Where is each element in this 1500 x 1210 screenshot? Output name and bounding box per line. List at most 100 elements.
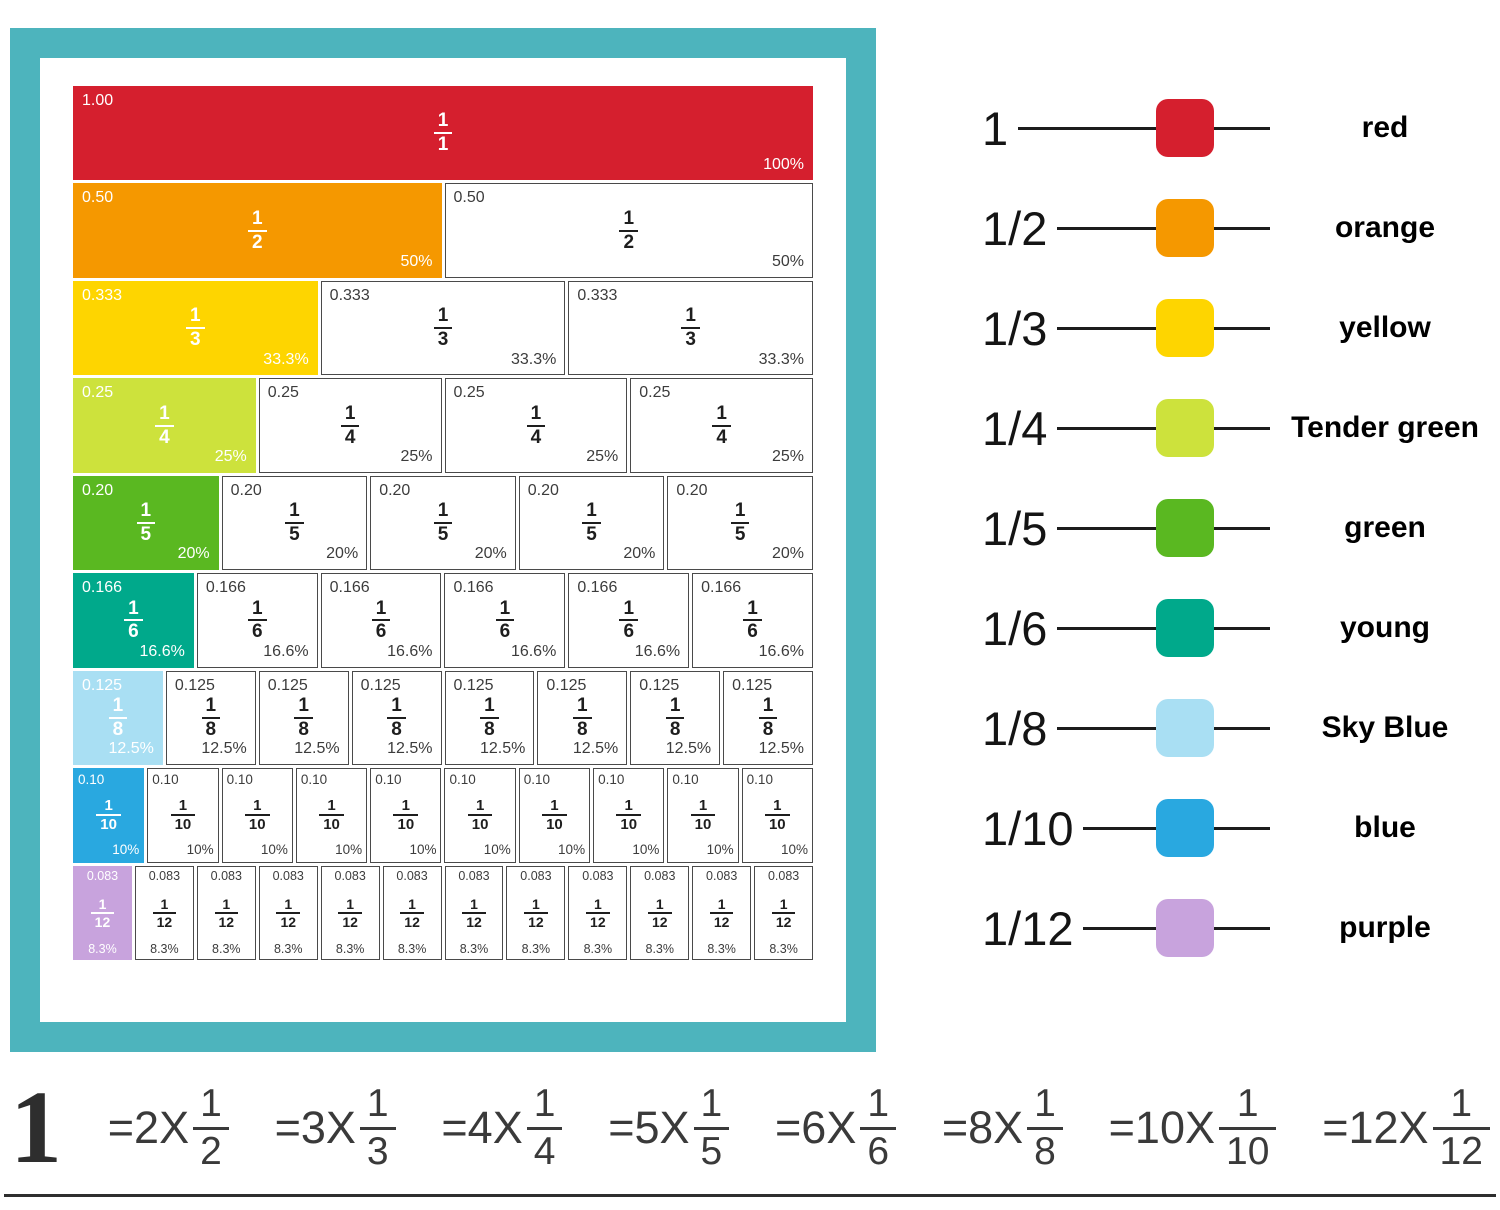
legend-connector-line xyxy=(1214,826,1270,830)
fraction-cell-1-8: 0.125 1 8 12.5% xyxy=(165,670,256,766)
fraction-cell-1-10: 0.10 1 10 10% xyxy=(370,768,442,863)
cell-fraction: 1 12 xyxy=(524,896,548,930)
cell-percent: 33.3% xyxy=(758,350,805,368)
cell-percent: 8.3% xyxy=(150,941,179,956)
fraction-cell-1-8: 0.125 1 8 12.5% xyxy=(630,670,721,766)
fraction-cell-1-6: 0.166 1 6 16.6% xyxy=(568,573,690,668)
fraction-denominator: 12 xyxy=(400,911,424,930)
cell-fraction: 1 10 xyxy=(542,797,567,834)
fraction-numerator: 1 xyxy=(160,895,169,912)
term-fraction: 1 12 xyxy=(1432,1082,1490,1175)
fraction-cell-1-5: 0.20 1 5 20% xyxy=(221,475,368,571)
cell-decimal: 0.083 xyxy=(396,868,428,883)
cell-percent: 20% xyxy=(326,545,359,563)
cell-percent: 25% xyxy=(586,447,619,465)
cell-decimal: 0.10 xyxy=(672,772,699,788)
equation-term-x8: =8X 1 8 xyxy=(942,1082,1063,1175)
fraction-numerator: 1 xyxy=(178,797,188,815)
cell-decimal: 0.083 xyxy=(334,868,366,883)
legend-fraction-label: 1/6 xyxy=(982,601,1048,655)
cell-decimal: 0.20 xyxy=(230,481,262,499)
fraction-denominator: 5 xyxy=(693,1126,730,1175)
cell-percent: 33.3% xyxy=(510,350,557,368)
fraction-numerator: 1 xyxy=(762,695,774,716)
legend-color-swatch xyxy=(1156,899,1214,957)
fraction-denominator: 6 xyxy=(743,619,762,643)
cell-decimal: 0.125 xyxy=(360,676,401,694)
cell-decimal: 0.083 xyxy=(520,868,552,883)
fraction-row-1-5: 0.20 1 5 20% 0.20 1 5 20% 0.20 1 5 20% 0.20 1 5 20% 0.20… xyxy=(73,475,813,571)
cell-percent: 8.3% xyxy=(212,941,241,956)
legend-color-swatch xyxy=(1156,299,1214,357)
fraction-denominator: 10 xyxy=(764,814,790,833)
fraction-numerator: 1 xyxy=(327,797,336,815)
cell-percent: 20% xyxy=(474,545,507,563)
legend-item-sky-blue: 1/8 Sky Blue xyxy=(982,678,1500,778)
cell-percent: 10% xyxy=(483,842,511,858)
legend-connector-line xyxy=(1057,726,1156,730)
fraction-cell-1-6: 0.166 1 6 16.6% xyxy=(320,573,442,668)
fraction-numerator: 1 xyxy=(867,1081,890,1125)
equation-term-x2: =2X 1 2 xyxy=(108,1082,229,1175)
fraction-numerator: 1 xyxy=(1236,1081,1259,1125)
fraction-cell-1-2: 0.50 1 2 50% xyxy=(73,183,442,278)
cell-percent: 10% xyxy=(632,842,660,858)
cell-decimal: 0.20 xyxy=(82,481,114,499)
fraction-denominator: 2 xyxy=(619,229,639,254)
legend-connector-line xyxy=(1214,426,1270,430)
fraction-numerator: 1 xyxy=(346,895,355,912)
equation-term-x12: =12X 1 12 xyxy=(1322,1082,1490,1175)
term-prefix: =2X xyxy=(107,1102,190,1153)
fraction-denominator: 12 xyxy=(647,911,672,930)
fraction-numerator: 1 xyxy=(251,207,263,229)
term-prefix: =6X xyxy=(775,1102,857,1153)
legend-item-purple: 1/12 purple xyxy=(982,878,1500,978)
cell-decimal: 0.166 xyxy=(329,579,370,597)
cell-percent: 12.5% xyxy=(294,740,340,758)
fraction-denominator: 6 xyxy=(247,619,267,643)
cell-percent: 10% xyxy=(780,842,808,858)
cell-percent: 16.6% xyxy=(263,642,309,660)
fraction-numerator: 1 xyxy=(655,895,664,912)
equation-row: 1 =2X 1 2 =3X 1 3 =4X 1 4 =5X 1 5 =6X 1 6 =8X 1 8 =10X 1 10 =… xyxy=(0,1066,1500,1190)
fraction-cell-1-8: 0.125 1 8 12.5% xyxy=(258,670,349,766)
legend-connector-line xyxy=(1214,126,1270,130)
fraction-numerator: 1 xyxy=(104,797,113,815)
legend-fraction-label: 1/4 xyxy=(982,401,1048,455)
cell-percent: 8.3% xyxy=(459,941,489,956)
cell-decimal: 0.166 xyxy=(205,579,246,597)
cell-percent: 8.3% xyxy=(707,941,736,956)
legend-color-name: Sky Blue xyxy=(1321,711,1449,744)
cell-decimal: 0.50 xyxy=(82,189,114,207)
fraction-denominator: 12 xyxy=(586,911,610,930)
cell-percent: 20% xyxy=(623,545,656,563)
fraction-denominator: 8 xyxy=(201,716,221,741)
cell-percent: 8.3% xyxy=(645,941,675,956)
term-prefix: =4X xyxy=(441,1102,523,1153)
cell-percent: 20% xyxy=(771,545,804,563)
fraction-cell-1-5: 0.20 1 5 20% xyxy=(518,475,665,571)
legend-connector-line xyxy=(1214,726,1270,730)
fraction-denominator: 12 xyxy=(771,911,796,930)
fraction-denominator: 1 xyxy=(433,132,453,156)
fraction-numerator: 1 xyxy=(437,500,449,522)
fraction-denominator: 8 xyxy=(665,716,685,741)
cell-fraction: 1 10 xyxy=(96,797,121,834)
legend-color-swatch xyxy=(1156,399,1214,457)
cell-decimal: 0.25 xyxy=(267,384,299,402)
legend-connector-line xyxy=(1214,226,1270,230)
cell-percent: 16.6% xyxy=(634,642,681,660)
fraction-row-1-6: 0.166 1 6 16.6% 0.166 1 6 16.6% 0.166 1 6 16.6% 0.16… xyxy=(73,573,813,668)
cell-percent: 12.5% xyxy=(108,740,154,758)
